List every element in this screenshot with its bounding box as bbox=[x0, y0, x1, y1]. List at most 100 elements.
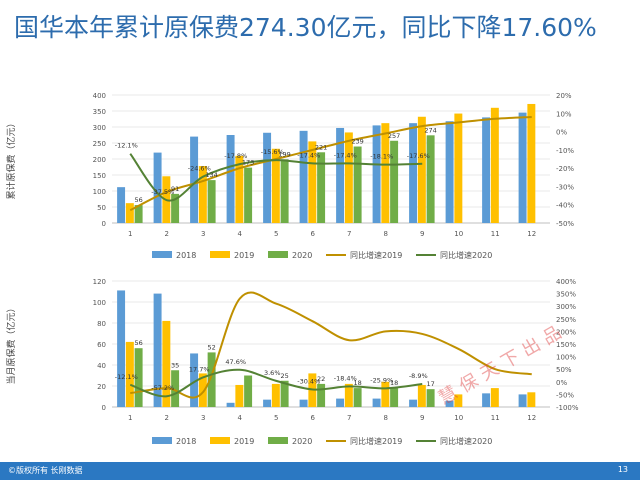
x-tick-label: 10 bbox=[454, 414, 463, 422]
x-tick-label: 4 bbox=[238, 230, 243, 238]
bar-2020 bbox=[207, 180, 216, 223]
bar-2019 bbox=[235, 384, 244, 407]
x-tick-label: 12 bbox=[527, 414, 536, 422]
bar-2020 bbox=[390, 140, 399, 223]
y2-tick-label: 0% bbox=[556, 379, 567, 387]
x-tick-label: 8 bbox=[384, 230, 388, 238]
x-tick-label: 6 bbox=[311, 230, 316, 238]
y-tick-label: 40 bbox=[97, 362, 106, 370]
bar-2018 bbox=[263, 399, 272, 407]
bar-2020 bbox=[171, 193, 180, 223]
bar-2019 bbox=[162, 320, 171, 407]
bar-2019 bbox=[125, 341, 134, 407]
bar-2020 bbox=[280, 159, 289, 223]
bar-2020-value-label: 18 bbox=[390, 379, 398, 387]
bar-2020 bbox=[171, 370, 180, 407]
bar-2018 bbox=[299, 130, 308, 223]
y2-tick-label: -100% bbox=[556, 404, 579, 412]
y-tick-label: 150 bbox=[93, 172, 106, 180]
monthly-premium-legend: 2018 2019 2020 同比增速2019 同比增速2020 bbox=[152, 436, 492, 446]
legend-swatch-2020 bbox=[268, 251, 288, 258]
bar-2020 bbox=[134, 348, 143, 407]
bar-2019 bbox=[271, 383, 280, 407]
growth-2020-value-label: -17.8% bbox=[224, 152, 247, 160]
line-同比增速2019 bbox=[129, 115, 532, 212]
bar-2018 bbox=[445, 121, 454, 223]
legend-swatch-2018 bbox=[152, 437, 172, 444]
growth-2020-value-label: -15.6% bbox=[261, 148, 284, 156]
y2-tick-label: -20% bbox=[556, 165, 574, 173]
bar-2020-value-label: 25 bbox=[280, 372, 288, 380]
bar-2018 bbox=[190, 136, 199, 223]
bar-2018 bbox=[226, 402, 235, 407]
bar-2019 bbox=[381, 123, 390, 223]
y-tick-label: 300 bbox=[93, 124, 106, 132]
bar-2018 bbox=[518, 394, 527, 407]
bar-2020-value-label: 56 bbox=[134, 196, 142, 204]
y2-tick-label: -50% bbox=[556, 391, 574, 399]
x-tick-label: 5 bbox=[274, 414, 278, 422]
bar-2020 bbox=[280, 380, 289, 407]
y-axis-title: 当月原保费（亿元） bbox=[5, 303, 17, 384]
x-tick-label: 2 bbox=[165, 414, 169, 422]
bar-2020-value-label: 22 bbox=[317, 375, 325, 383]
y-tick-label: 120 bbox=[93, 278, 106, 286]
bar-2018 bbox=[117, 187, 126, 223]
growth-2020-value-label: -18.4% bbox=[334, 374, 357, 382]
growth-2020-value-label: 3.6% bbox=[264, 369, 281, 377]
growth-2020-value-label: -17.6% bbox=[407, 152, 430, 160]
bar-2019 bbox=[490, 107, 499, 223]
growth-2020-value-label: -12.1% bbox=[115, 142, 138, 150]
bar-2020 bbox=[207, 352, 216, 407]
y-tick-label: 400 bbox=[93, 92, 106, 100]
y-tick-label: 0 bbox=[102, 220, 106, 228]
line-同比增速2020 bbox=[129, 153, 423, 202]
growth-2020-value-label: -12.1% bbox=[115, 373, 138, 381]
x-tick-label: 11 bbox=[491, 414, 500, 422]
legend-label-同比增速2020: 同比增速2020 bbox=[440, 436, 492, 446]
bar-2019 bbox=[454, 394, 463, 407]
x-tick-label: 10 bbox=[454, 230, 463, 238]
bar-2019 bbox=[344, 383, 353, 407]
legend-swatch-2018 bbox=[152, 251, 172, 258]
x-tick-label: 4 bbox=[238, 414, 243, 422]
y2-tick-label: 400% bbox=[556, 278, 576, 286]
bar-2020-value-label: 91 bbox=[171, 185, 179, 193]
bar-2020-value-label: 18 bbox=[353, 379, 361, 387]
bar-2018 bbox=[409, 399, 418, 407]
line-同比增速2020 bbox=[129, 368, 423, 398]
legend-label-同比增速2019: 同比增速2019 bbox=[350, 436, 402, 446]
bar-2018 bbox=[153, 293, 162, 407]
line-同比增速2019 bbox=[130, 291, 532, 399]
bar-2020 bbox=[426, 389, 435, 407]
y2-tick-label: 250% bbox=[556, 316, 576, 324]
growth-2020-value-label: -17.4% bbox=[334, 151, 357, 159]
y2-tick-label: 20% bbox=[556, 92, 572, 100]
footer-copyright: ©版权所有 长刚数据 bbox=[8, 466, 83, 475]
x-tick-label: 5 bbox=[274, 230, 278, 238]
bar-2020 bbox=[426, 135, 435, 223]
y-tick-label: 100 bbox=[93, 299, 106, 307]
bar-2020-value-label: 52 bbox=[207, 343, 215, 351]
bar-2020-value-label: 257 bbox=[388, 132, 400, 140]
bar-2020-value-label: 35 bbox=[171, 361, 179, 369]
bar-2020 bbox=[134, 205, 143, 223]
x-tick-label: 9 bbox=[420, 414, 424, 422]
bar-2019 bbox=[271, 148, 280, 223]
bar-2018 bbox=[518, 112, 527, 223]
y-tick-label: 100 bbox=[93, 188, 106, 196]
y2-tick-label: -10% bbox=[556, 147, 574, 155]
x-tick-label: 8 bbox=[384, 414, 388, 422]
bar-2020 bbox=[390, 388, 399, 407]
bar-2018 bbox=[336, 398, 345, 407]
y-tick-label: 80 bbox=[97, 320, 106, 328]
bar-2020-value-label: 239 bbox=[351, 138, 363, 146]
growth-2020-value-label: -37.5% bbox=[151, 188, 174, 196]
growth-2020-value-label: -17.4% bbox=[297, 151, 320, 159]
x-tick-label: 12 bbox=[527, 230, 536, 238]
y-tick-label: 20 bbox=[97, 383, 106, 391]
bar-2019 bbox=[308, 141, 317, 223]
bar-2020 bbox=[317, 152, 326, 223]
x-tick-label: 1 bbox=[128, 414, 132, 422]
bar-2018 bbox=[226, 135, 235, 223]
